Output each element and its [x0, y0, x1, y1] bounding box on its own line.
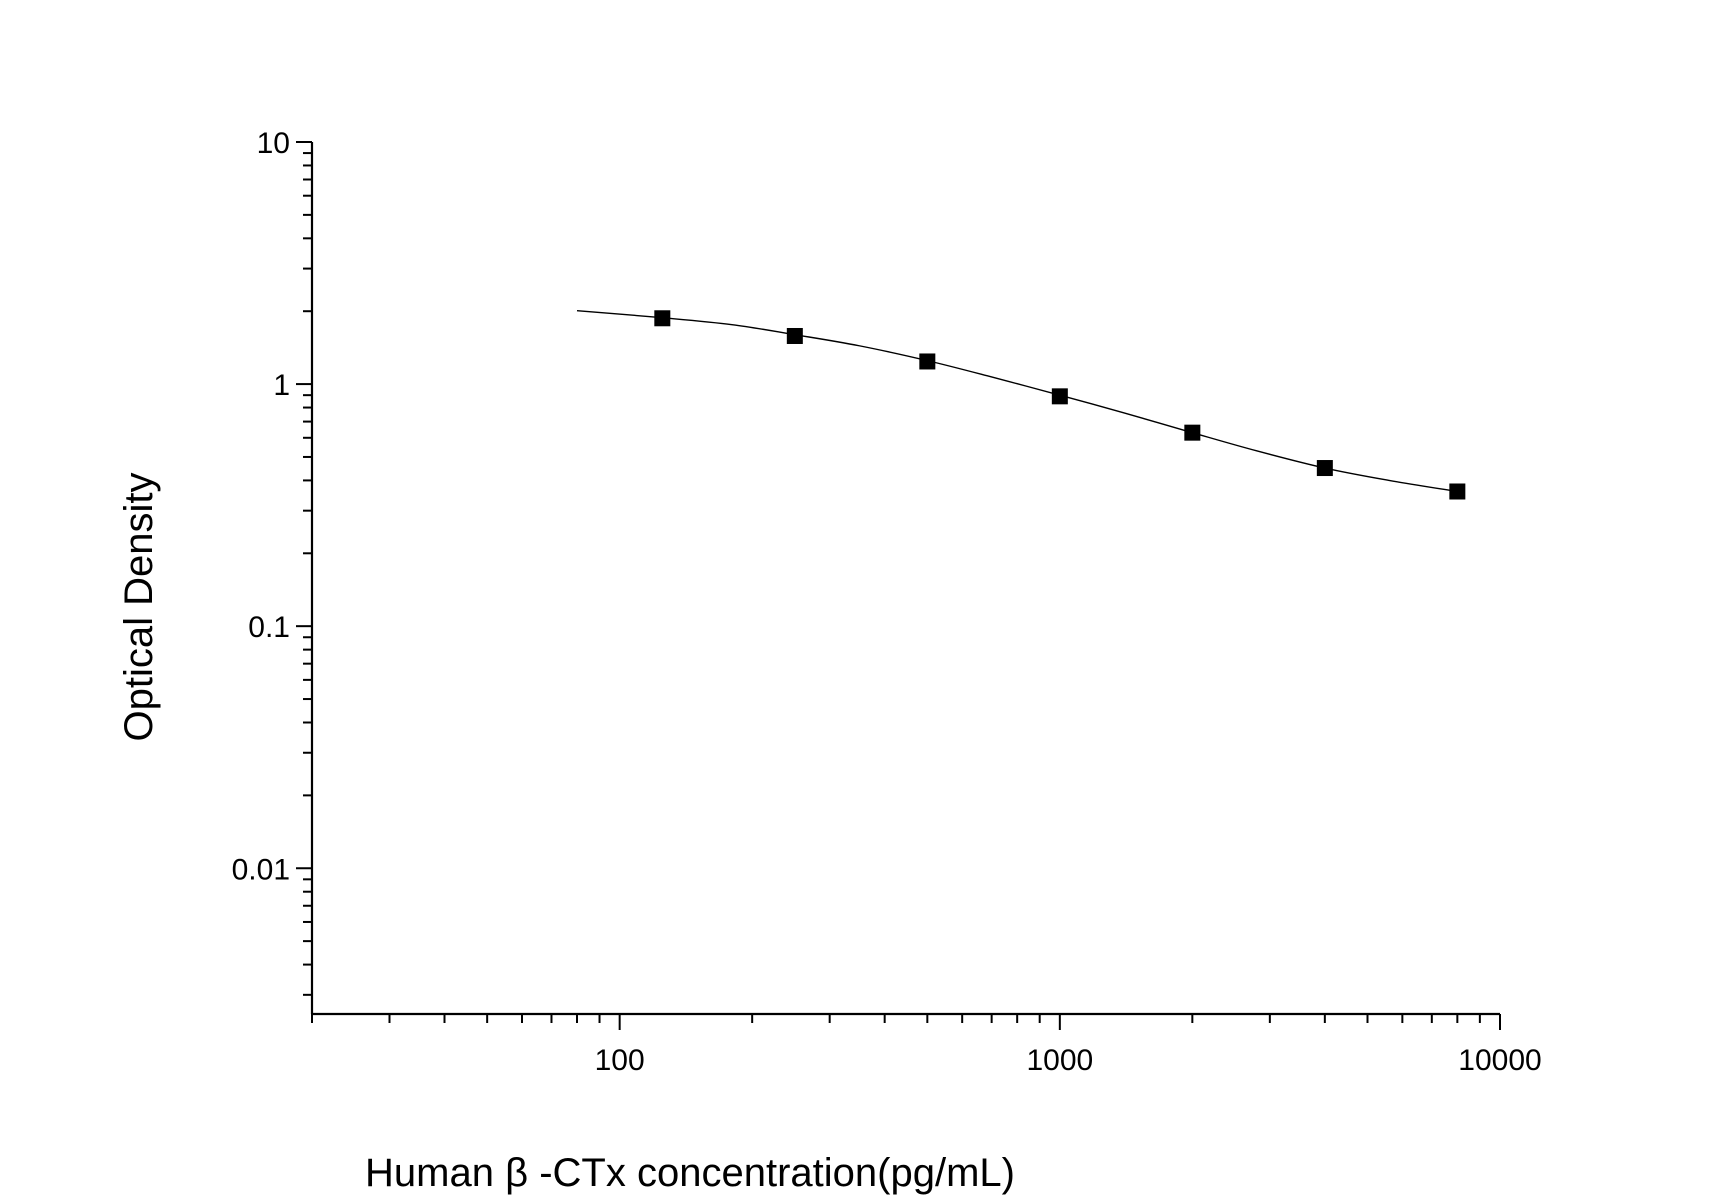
data-point: [1051, 388, 1068, 405]
x-tick-label: 100: [595, 1044, 645, 1077]
x-axis-label: Human β -CTx concentration(pg/mL): [365, 1151, 1015, 1195]
y-axis-label: Optical Density: [117, 473, 161, 742]
data-point: [1316, 460, 1333, 477]
y-tick-label: 1: [273, 369, 290, 402]
axes: [310, 142, 1500, 1016]
x-ticks: 100 1000 10000: [311, 1014, 1542, 1077]
data-point: [786, 327, 803, 344]
x-tick-label: 10000: [1458, 1044, 1541, 1077]
data-points: [654, 310, 1466, 500]
x-tick-label: 1000: [1026, 1044, 1093, 1077]
y-ticks: 0.01 0.1 1 10: [232, 127, 312, 996]
y-tick-label: 0.01: [232, 853, 290, 886]
data-point: [654, 310, 671, 327]
data-point: [919, 353, 936, 370]
y-tick-label: 10: [257, 127, 290, 160]
y-tick-label: 0.1: [248, 611, 290, 644]
data-point: [1184, 424, 1201, 441]
data-point: [1449, 483, 1466, 500]
